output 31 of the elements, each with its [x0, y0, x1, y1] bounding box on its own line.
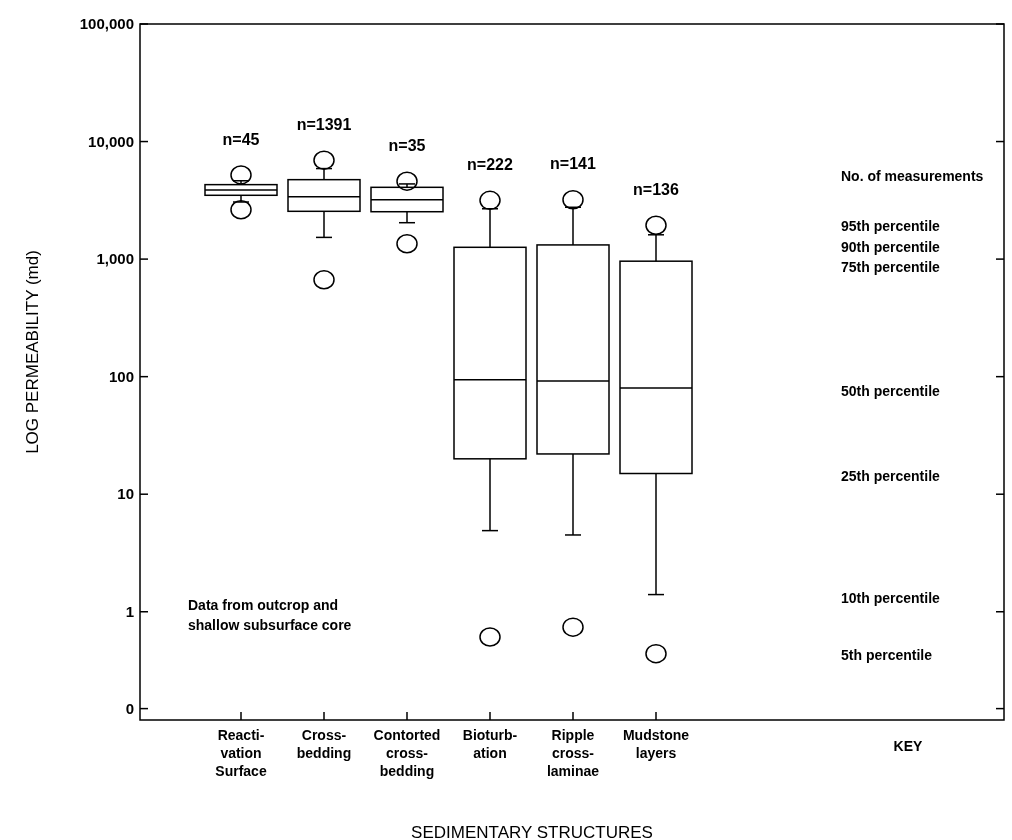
x-axis-title: SEDIMENTARY STRUCTURES [411, 823, 653, 840]
y-tick-label: 1,000 [96, 250, 134, 268]
text: No. of measurements [841, 167, 984, 184]
x-tick-label: Mudstone layers [622, 727, 690, 761]
annotation: n=222 [467, 155, 514, 173]
text: KEY [893, 737, 924, 754]
y-tick-label: 1 [125, 603, 134, 621]
x-tick-label: Reacti- vation Surface [215, 727, 267, 779]
x-tick-label: Ripple cross- laminae [546, 727, 600, 779]
text: 95th percentile [841, 217, 941, 234]
y-axis-title: LOG PERMEABILITY (md) [23, 250, 42, 454]
x-tick-label: Cross- bedding [296, 727, 352, 761]
text: 90th percentile [841, 238, 941, 255]
text: 75th percentile [841, 258, 941, 275]
y-tick-label: 0 [125, 699, 134, 717]
annotation: Data from outcrop and shallow subsurface core [188, 596, 352, 633]
annotation: n=35 [388, 136, 426, 154]
annotation: n=1391 [296, 115, 352, 133]
annotation: n=141 [550, 155, 597, 173]
annotation: n=45 [222, 130, 260, 148]
y-tick-label: 10 [117, 485, 134, 503]
x-tick-label: Bioturb- ation [462, 727, 518, 761]
y-tick-label: 10,000 [88, 132, 134, 150]
annotation: n=136 [633, 180, 680, 198]
text: 5th percentile [841, 646, 933, 663]
x-tick-label: Contorted cross- bedding [373, 727, 441, 779]
y-tick-label: 100 [108, 367, 134, 385]
text: 10th percentile [841, 589, 941, 606]
text: 50th percentile [841, 382, 941, 399]
text: 25th percentile [841, 467, 941, 484]
y-tick-label: 100,000 [79, 15, 134, 33]
